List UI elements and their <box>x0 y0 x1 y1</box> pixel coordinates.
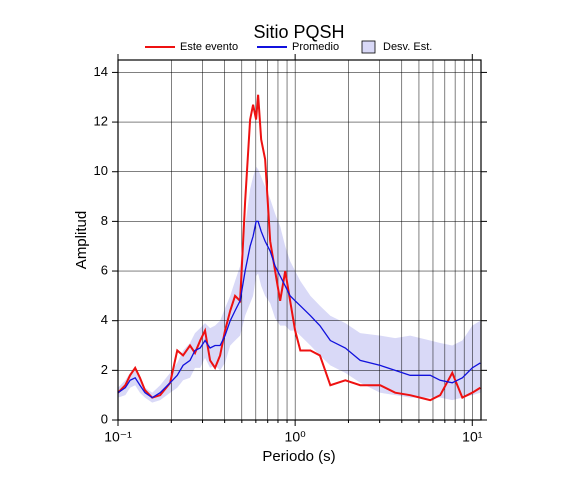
y-tick-label: 10 <box>94 163 108 178</box>
x-axis-label: Periodo (s) <box>262 448 335 465</box>
y-tick-label: 2 <box>101 362 108 377</box>
x-tick-label: 10⁻¹ <box>104 429 132 445</box>
chart-title: Sitio PQSH <box>253 22 344 42</box>
y-tick-label: 4 <box>101 312 108 327</box>
legend-label: Desv. Est. <box>383 41 432 53</box>
y-axis-label: Amplitud <box>73 211 90 269</box>
legend-label: Este evento <box>180 41 238 53</box>
x-tick-label: 10¹ <box>462 429 483 445</box>
x-tick-label: 10⁰ <box>285 429 307 445</box>
y-tick-label: 8 <box>101 213 108 228</box>
legend-label: Promedio <box>292 41 339 53</box>
series-line <box>117 220 481 399</box>
legend-swatch <box>361 40 376 54</box>
y-tick-label: 12 <box>94 114 108 129</box>
y-tick-label: 14 <box>94 64 108 79</box>
y-tick-label: 6 <box>101 262 108 277</box>
plot-frame <box>117 59 482 421</box>
std-band <box>118 166 481 403</box>
y-tick-label: 0 <box>101 411 108 426</box>
series-line <box>117 94 481 402</box>
